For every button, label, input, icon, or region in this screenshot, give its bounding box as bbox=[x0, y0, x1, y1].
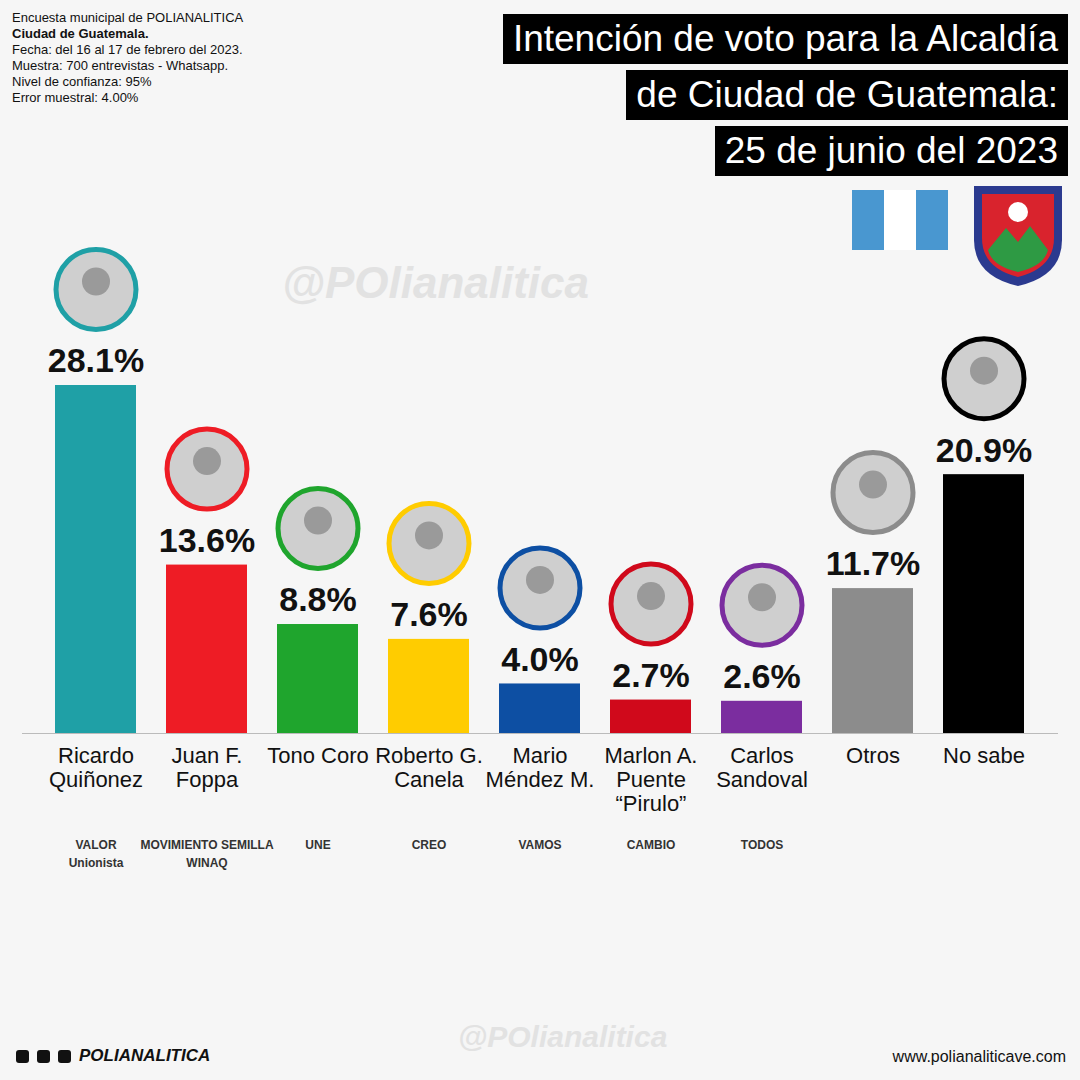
html-text:Muestra: 700 entrevistas - Wha: Muestra: 700 entrevistas - Whatsapp. bbox=[12, 58, 228, 73]
svg-text:8.8%: 8.8% bbox=[279, 580, 357, 618]
svg-text:CREO: CREO bbox=[412, 838, 447, 852]
svg-text:20.9%: 20.9% bbox=[936, 431, 1032, 469]
html-text:Ciudad de Guatemala.: Ciudad de Guatemala. bbox=[12, 26, 149, 41]
svg-text:RicardoQuiñonez: RicardoQuiñonez bbox=[49, 743, 143, 792]
svg-text:MOVIMIENTO SEMILLA: MOVIMIENTO SEMILLA bbox=[140, 838, 273, 852]
svg-text:Juan F.Foppa: Juan F.Foppa bbox=[172, 743, 243, 792]
html-text:Intención de voto para la Alca: Intención de voto para la Alcaldía bbox=[512, 18, 1058, 59]
svg-text:Otros: Otros bbox=[846, 743, 900, 768]
html-text:Nivel de confianza: 95%: Nivel de confianza: 95% bbox=[12, 74, 152, 89]
html-text:www.polianaliticave.com: www.polianaliticave.com bbox=[892, 1048, 1066, 1065]
html-text:@POlianalitica: @POlianalitica bbox=[282, 258, 589, 307]
html-text:25 de junio del 2023: 25 de junio del 2023 bbox=[724, 130, 1058, 171]
svg-text:7.6%: 7.6% bbox=[390, 595, 468, 633]
svg-text:Tono Coro: Tono Coro bbox=[267, 743, 369, 768]
svg-text:2.6%: 2.6% bbox=[723, 657, 801, 695]
svg-text:28.1%: 28.1% bbox=[48, 341, 144, 379]
svg-text:MarioMéndez M.: MarioMéndez M. bbox=[486, 743, 595, 792]
svg-text:UNE: UNE bbox=[305, 838, 330, 852]
html-text:Error muestral: 4.00%: Error muestral: 4.00% bbox=[12, 90, 139, 105]
svg-text:VAMOS: VAMOS bbox=[518, 838, 561, 852]
html-text:de Ciudad de Guatemala:: de Ciudad de Guatemala: bbox=[636, 74, 1058, 115]
svg-text:No sabe: No sabe bbox=[943, 743, 1025, 768]
svg-text:CAMBIO: CAMBIO bbox=[627, 838, 676, 852]
svg-text:TODOS: TODOS bbox=[741, 838, 783, 852]
svg-text:WINAQ: WINAQ bbox=[186, 856, 227, 870]
svg-text:4.0%: 4.0% bbox=[501, 640, 579, 678]
svg-text:CarlosSandoval: CarlosSandoval bbox=[716, 743, 808, 792]
svg-text:Unionista: Unionista bbox=[69, 856, 124, 870]
html-text:Encuesta municipal de POLIANAL: Encuesta municipal de POLIANALITICA bbox=[12, 10, 244, 25]
html-text:@POlianalitica: @POlianalitica bbox=[458, 1020, 668, 1053]
svg-text:VALOR: VALOR bbox=[75, 838, 116, 852]
svg-text:Marlon A.Puente“Pirulo”: Marlon A.Puente“Pirulo” bbox=[605, 743, 698, 816]
svg-text:2.7%: 2.7% bbox=[612, 656, 690, 694]
svg-text:11.7%: 11.7% bbox=[826, 544, 921, 582]
svg-text:13.6%: 13.6% bbox=[159, 521, 255, 559]
svg-text:Roberto G.Canela: Roberto G.Canela bbox=[375, 743, 483, 792]
html-text:POLIANALITICA: POLIANALITICA bbox=[79, 1046, 211, 1065]
html-text:Fecha: del 16 al 17 de febrero: Fecha: del 16 al 17 de febrero del 2023. bbox=[12, 42, 243, 57]
